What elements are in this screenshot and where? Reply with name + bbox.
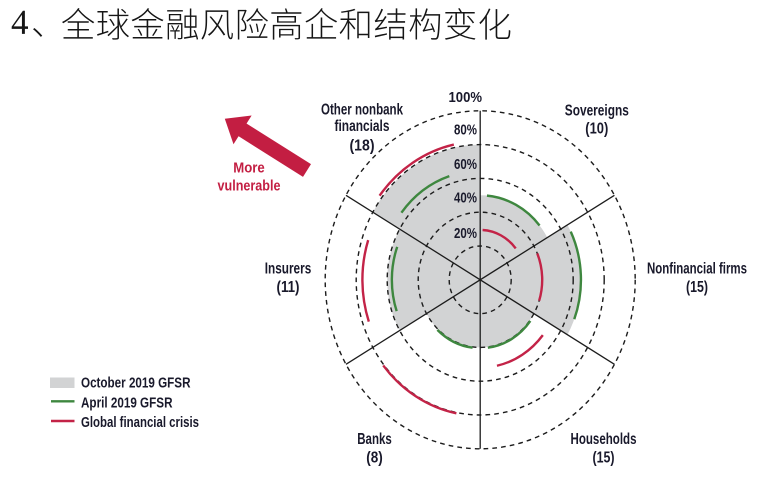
svg-text:(8): (8) — [366, 449, 383, 466]
svg-text:Banks: Banks — [357, 431, 392, 448]
svg-text:40%: 40% — [454, 190, 477, 207]
svg-text:(11): (11) — [277, 279, 300, 296]
svg-text:60%: 60% — [454, 156, 477, 173]
svg-text:80%: 80% — [454, 122, 477, 139]
svg-text:100%: 100% — [449, 89, 483, 106]
svg-text:April 2019 GFSR: April 2019 GFSR — [81, 395, 173, 411]
svg-text:(10): (10) — [585, 120, 608, 137]
svg-text:vulnerable: vulnerable — [218, 178, 281, 195]
svg-text:Insurers: Insurers — [265, 261, 312, 278]
svg-text:(18): (18) — [350, 138, 375, 155]
svg-text:(15): (15) — [593, 449, 615, 466]
svg-text:Sovereigns: Sovereigns — [565, 102, 629, 119]
svg-text:More: More — [233, 159, 265, 176]
svg-text:Global financial crisis: Global financial crisis — [81, 415, 199, 431]
svg-text:Other nonbank: Other nonbank — [321, 102, 403, 119]
svg-text:financials: financials — [335, 118, 390, 135]
svg-text:Households: Households — [571, 431, 637, 448]
svg-text:October 2019 GFSR: October 2019 GFSR — [81, 376, 191, 392]
svg-text:(15): (15) — [686, 279, 708, 296]
svg-text:Nonfinancial firms: Nonfinancial firms — [647, 261, 747, 278]
svg-text:20%: 20% — [454, 225, 477, 242]
